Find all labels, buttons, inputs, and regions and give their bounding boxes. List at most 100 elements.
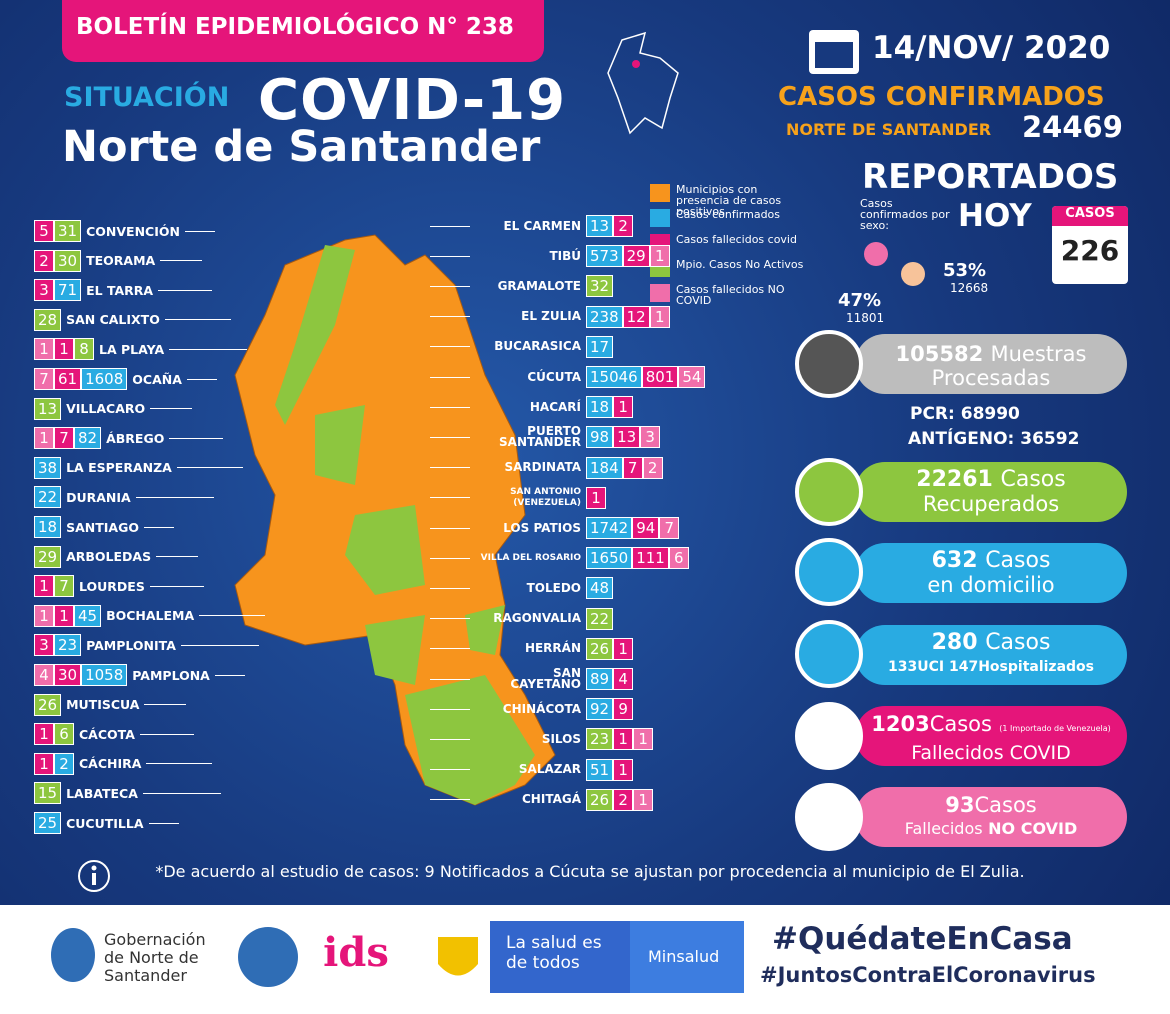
leader-line (430, 527, 470, 529)
leader-line (139, 733, 194, 735)
count-box: 1 (649, 245, 670, 268)
count-box: 92 (586, 698, 614, 721)
count-box: 89 (586, 668, 614, 690)
health: La salud es de todos (506, 933, 602, 973)
count-box: 1 (613, 637, 634, 660)
count-box: 801 (641, 366, 679, 388)
count-box: 13 (613, 426, 641, 449)
count-box: 9 (613, 698, 634, 721)
municipality-row: HACARÍ 18 1 (430, 396, 778, 419)
leader-line (430, 436, 470, 438)
count-box: 28 (34, 308, 62, 331)
date: 14/NOV/ 2020 (872, 30, 1111, 66)
municipality-row: SARDINATA 184 7 2 (430, 456, 778, 479)
male-pct: 53% (943, 260, 987, 281)
municipality-name: CHITAGÁ (522, 792, 581, 807)
tag2: #JuntosContraElCoronavirus (760, 963, 1096, 987)
legend-label: Casos fallecidos NO COVID (676, 283, 785, 307)
count-box: 2 (34, 249, 54, 272)
hospitalized-label: Hospitalizados (978, 659, 1094, 675)
municipality-name: LA PLAYA (99, 341, 165, 357)
municipality-row: 18 SANTIAGO (34, 516, 174, 538)
female-pct: 47% (838, 290, 882, 311)
noncovid-card: 93Casos Fallecidos NO COVID (855, 787, 1127, 847)
count-box: 1 (34, 752, 54, 775)
hospital-card: 280 Casos 133UCI 147Hospitalizados (855, 625, 1127, 685)
leader-line (430, 618, 470, 620)
leader-line (430, 587, 470, 589)
count-box: 238 (586, 305, 623, 328)
count-box: 7 (34, 368, 54, 390)
count-box: 1650 (586, 547, 633, 570)
municipality-row: 1 2 CÁCHIRA (34, 752, 213, 775)
gov-shield (51, 928, 95, 982)
count-box: 7 (54, 575, 74, 598)
leader-line (149, 585, 204, 587)
count-box: 25 (34, 812, 62, 834)
hospital: 280 (931, 630, 978, 655)
hospital-icon (795, 620, 863, 688)
home-icon (795, 538, 863, 606)
municipality-name: HERRÁN (524, 641, 581, 656)
pcr: PCR: 68990 (910, 404, 1020, 424)
icu-label: UCI (917, 659, 945, 675)
deaths-label2: Fallecidos COVID (911, 742, 1071, 764)
country-map (607, 31, 679, 135)
legend-label: Mpio. Casos No Activos (676, 258, 804, 271)
municipality-name: MUTISCUA (66, 697, 140, 713)
recovered-card: 22261 Casos Recuperados (855, 462, 1127, 522)
municipality-name: GRAMALOTE (497, 278, 581, 293)
municipality-row: LOS PATIOS 1742 94 7 (430, 517, 778, 539)
municipality-row: SAN CAYETANO 89 4 (430, 667, 778, 690)
confirmed-label: CASOS CONFIRMADOS (778, 82, 1105, 112)
count-box: 3 (34, 279, 54, 302)
samples-label: Muestras Procesadas (931, 342, 1087, 390)
municipality-row: 5 31 CONVENCIÓN (34, 220, 215, 242)
legend-label: Municipios con presencia de casos positi… (676, 183, 782, 218)
municipality-row: 15 LABATECA (34, 782, 221, 805)
count-box: 3 (640, 426, 661, 449)
leader-line (144, 704, 187, 706)
count-box: 32 (586, 275, 614, 298)
leader-line (142, 792, 221, 794)
count-box: 4 (613, 668, 634, 690)
count-box: 1 (586, 486, 606, 509)
leader-line (430, 769, 470, 771)
municipality-name: HACARÍ (529, 399, 581, 414)
region: Norte de Santander (62, 122, 541, 172)
municipality-row: 28 SAN CALIXTO (34, 308, 231, 331)
non-covid-label3: NO COVID (988, 819, 1078, 838)
municipality-name: ARBOLEDAS (66, 549, 152, 565)
municipality-row: CHINÁCOTA 92 9 (430, 698, 778, 721)
count-box: 1 (54, 338, 74, 361)
leader-line (148, 822, 179, 824)
count-box: 26 (34, 693, 62, 716)
count-box: 23 (54, 634, 82, 657)
count-box: 1 (34, 723, 54, 746)
colombia-shield (438, 937, 478, 976)
count-box: 2 (54, 752, 74, 775)
count-box: 17 (586, 335, 614, 358)
count-box: 1742 (586, 517, 633, 539)
count-box: 45 (74, 604, 102, 627)
today-card: CASOS 226 (1052, 206, 1128, 284)
leader-line (430, 738, 470, 740)
municipality-name: CÚCUTA (527, 369, 581, 384)
recovered: 22261 (916, 467, 993, 492)
leader-line (430, 467, 470, 469)
legend-swatch (650, 284, 670, 302)
municipality-row: BUCARASICA 17 (430, 335, 778, 358)
municipality-row: SILOS 23 1 1 (430, 728, 778, 751)
legend-item: Casos fallecidos NO COVID (650, 284, 811, 306)
non-covid-label2: Fallecidos (904, 819, 983, 838)
count-box: 7 (622, 456, 643, 479)
count-box: 1 (34, 604, 54, 627)
count-box: 1 (34, 338, 54, 361)
count-box: 1058 (81, 664, 128, 686)
samples-card: 105582 Muestras Procesadas (855, 334, 1127, 394)
count-box: 1 (633, 728, 654, 751)
leader-line (135, 496, 214, 498)
municipality-name: CÁCHIRA (79, 756, 142, 772)
municipality-name: TEORAMA (86, 253, 156, 269)
